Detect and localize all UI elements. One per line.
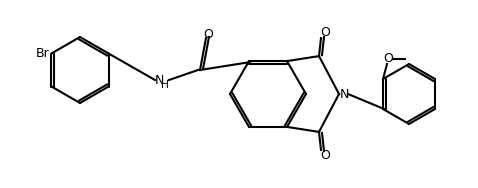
Text: O: O bbox=[320, 26, 330, 39]
Text: N: N bbox=[154, 74, 163, 87]
Text: O: O bbox=[320, 149, 330, 162]
Text: O: O bbox=[383, 52, 393, 65]
Text: O: O bbox=[203, 27, 213, 40]
Text: N: N bbox=[340, 87, 349, 101]
Text: H: H bbox=[161, 80, 169, 90]
Text: Br: Br bbox=[36, 47, 49, 60]
